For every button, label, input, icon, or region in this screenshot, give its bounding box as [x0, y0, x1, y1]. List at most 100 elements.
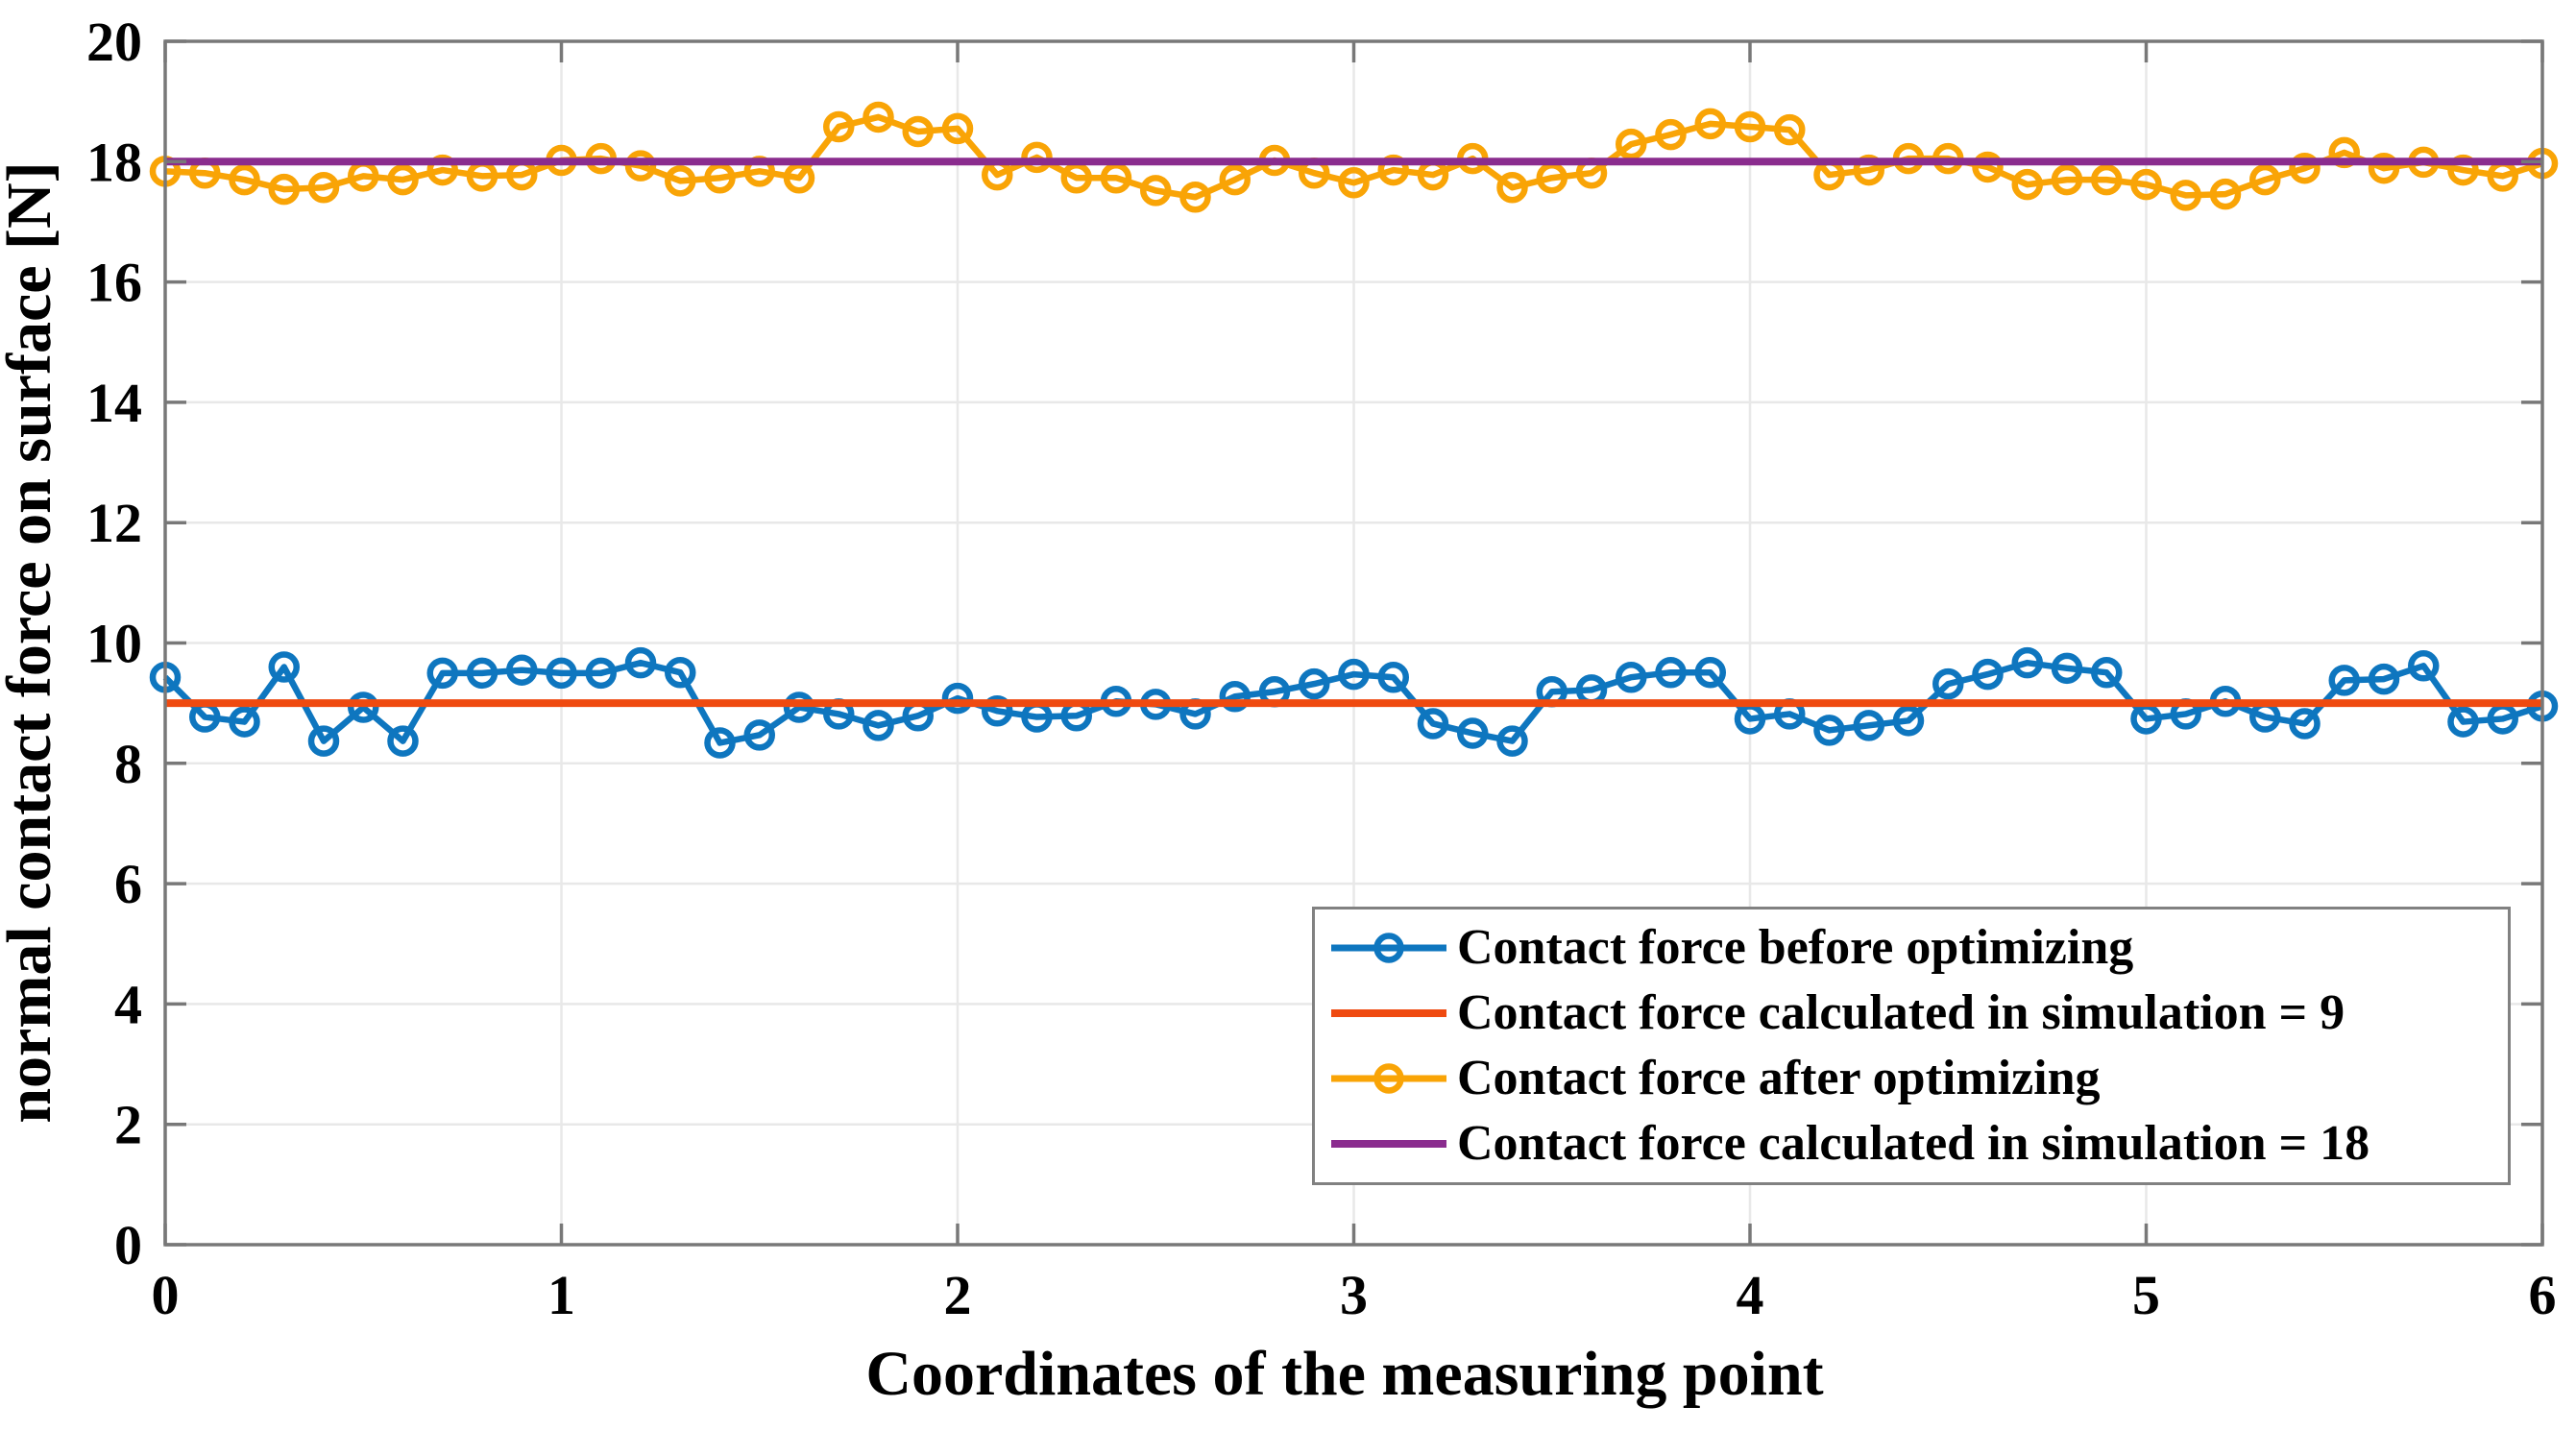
data-point-marker [1853, 154, 1884, 186]
legend-line-icon [1331, 1140, 1446, 1148]
data-point-marker [624, 646, 657, 679]
data-point-marker [268, 173, 300, 206]
y-tick-label: 6 [114, 853, 142, 915]
legend-item-simulation-9: Contact force calculated in simulation =… [1328, 983, 2498, 1043]
data-point-marker [1932, 667, 1964, 700]
y-tick-label: 0 [114, 1214, 142, 1276]
data-point-marker [229, 706, 260, 738]
data-point-marker [426, 154, 458, 186]
x-tick-label: 3 [1340, 1264, 1368, 1326]
y-tick-label: 8 [114, 733, 142, 795]
data-point-marker [2289, 152, 2321, 184]
legend: Contact force before optimizing Contact … [1312, 907, 2511, 1185]
y-tick-label: 14 [86, 372, 142, 434]
data-point-marker [2130, 168, 2162, 201]
x-tick-label: 5 [2132, 1264, 2160, 1326]
data-point-marker [2408, 650, 2440, 682]
y-tick-label: 20 [86, 11, 142, 73]
legend-circle-marker [1373, 1063, 1404, 1094]
data-point-marker [1972, 658, 2004, 691]
data-point-marker [2091, 163, 2123, 196]
legend-line-marker-icon [1331, 933, 1446, 963]
data-point-marker [387, 725, 419, 757]
axes-layer [163, 39, 2544, 1247]
legend-item-simulation-18: Contact force calculated in simulation =… [1328, 1114, 2498, 1174]
data-point-marker [1972, 151, 2004, 183]
data-point-marker [1299, 667, 1330, 700]
y-tick-label: 2 [114, 1094, 142, 1156]
x-tick-label: 2 [944, 1264, 972, 1326]
data-point-marker [1179, 182, 1211, 213]
data-point-marker [426, 657, 458, 690]
data-point-marker [1655, 118, 1687, 151]
data-point-marker [348, 691, 379, 723]
legend-line-marker-icon [1331, 1063, 1446, 1094]
data-point-marker [1021, 141, 1053, 174]
data-point-marker [982, 695, 1013, 727]
data-point-marker [1219, 681, 1251, 713]
data-point-marker [743, 719, 775, 751]
data-point-marker [1496, 725, 1528, 757]
data-point-marker [2011, 646, 2043, 679]
data-point-marker [387, 163, 419, 196]
y-tick-label: 16 [86, 252, 142, 314]
data-point-marker [1417, 708, 1449, 740]
data-point-marker [941, 112, 974, 145]
data-point-marker [2328, 665, 2360, 696]
legend-label: Contact force calculated in simulation =… [1457, 985, 2345, 1040]
legend-circle-marker [1373, 933, 1404, 963]
data-point-marker [2011, 168, 2043, 201]
data-point-marker [1616, 661, 1647, 693]
data-point-marker [2051, 163, 2083, 196]
data-point-marker [1774, 113, 1806, 146]
legend-label: Contact force after optimizing [1457, 1051, 2101, 1105]
data-point-marker [783, 691, 815, 723]
data-point-marker [307, 725, 340, 757]
y-axis-title: normal contact force on surface [N] [0, 161, 64, 1123]
data-point-marker [2209, 178, 2242, 210]
x-axis-title: Coordinates of the measuring point [865, 1339, 1823, 1409]
y-tick-label: 4 [114, 973, 142, 1035]
data-point-marker [307, 171, 340, 204]
data-point-marker [665, 656, 696, 689]
data-point-marker [863, 710, 894, 741]
data-point-marker [1694, 656, 1726, 689]
data-point-marker [902, 115, 934, 148]
data-point-marker [1338, 166, 1370, 199]
data-point-marker [665, 165, 696, 197]
data-point-marker [2091, 656, 2123, 689]
data-point-marker [1853, 710, 1884, 741]
x-tick-label: 0 [152, 1264, 180, 1326]
data-point-marker [1140, 175, 1172, 206]
data-point-marker [2249, 163, 2281, 196]
data-point-marker [2447, 154, 2479, 186]
data-point-marker [2051, 652, 2083, 685]
data-point-marker [546, 657, 577, 690]
legend-item-after-optimizing: Contact force after optimizing [1328, 1049, 2498, 1108]
series-line [162, 659, 2543, 746]
x-tick-label: 1 [547, 1264, 575, 1326]
data-point-marker [2447, 706, 2479, 738]
data-point-marker [268, 651, 300, 683]
data-point-marker [1377, 154, 1409, 186]
data-point-marker [2289, 708, 2321, 740]
data-point-marker [1377, 661, 1409, 693]
data-point-marker [1457, 717, 1489, 749]
data-point-marker [1219, 163, 1251, 196]
data-point-marker [229, 163, 260, 196]
data-point-marker [1616, 128, 1647, 160]
series-layer [149, 101, 2559, 759]
data-point-marker [624, 150, 657, 182]
data-point-marker [704, 727, 736, 759]
x-tick-label: 6 [2529, 1264, 2557, 1326]
data-point-marker [823, 110, 855, 143]
data-point-marker [1892, 705, 1925, 737]
series-0 [149, 646, 2559, 759]
data-point-marker [2368, 663, 2400, 695]
y-tick-label: 18 [86, 131, 142, 193]
legend-line-icon [1331, 1009, 1446, 1017]
data-point-marker [466, 657, 498, 690]
data-point-marker [1734, 110, 1766, 143]
